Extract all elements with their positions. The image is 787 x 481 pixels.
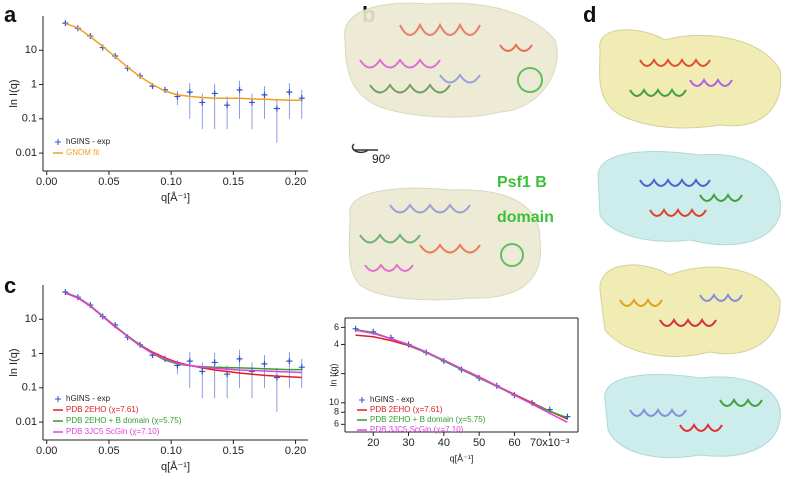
y-tick-label: 4 [334,339,339,349]
x-tick-label: 0.10 [160,445,181,457]
data-point [261,91,268,98]
legend-label: PDB 3JC5 ScGin (χ=7.10) [370,425,464,434]
data-point [199,99,206,106]
data-point [224,102,231,109]
x-tick-label: 30 [402,437,414,449]
legend-label: PDB 2EHO (χ=7.61) [66,405,139,414]
data-point [186,358,193,365]
y-tick-label: 10 [25,44,37,56]
y-axis-label: ln I(q) [8,79,20,107]
y-tick-label: 1 [31,347,37,359]
domain-label: domain [497,209,554,226]
molecule-view-top [344,2,558,118]
domain-label: Psf1 B [497,174,547,191]
legend-label: PDB 2EHO + B domain (χ=5.75) [370,415,486,424]
fit-line [65,292,302,374]
fit-line [65,22,302,101]
legend-label: hGINS - exp [370,395,415,404]
legend-label: PDB 2EHO (χ=7.61) [370,405,443,414]
x-tick-label: 50 [473,437,485,449]
legend-label: PDB 3JC5 ScGin (χ=7.10) [66,427,160,436]
x-tick-label: 20 [367,437,379,449]
x-tick-label: 70x10⁻³ [530,437,570,449]
data-point [236,86,243,93]
y-tick-label: 10 [329,397,339,407]
y-tick-label: 6 [334,322,339,332]
x-tick-label: 0.00 [36,445,57,457]
y-tick-label: 6 [334,419,339,429]
legend-marker [359,397,365,403]
data-point [286,89,293,96]
x-tick-label: 60 [508,437,520,449]
molecule-views-d [597,29,782,459]
legend-label: hGINS - exp [66,137,111,146]
x-axis-label: q[Å⁻¹] [450,453,474,463]
legend-marker [55,139,61,145]
legend-label: GNOM fit [66,148,100,157]
data-point [211,90,218,97]
data-point [286,358,293,365]
data-point [273,105,280,112]
data-point [62,289,69,296]
data-point [186,89,193,96]
x-tick-label: 0.00 [36,176,57,188]
x-tick-label: 0.10 [160,176,181,188]
x-tick-label: 0.20 [285,176,306,188]
x-tick-label: 0.20 [285,445,306,457]
fit-line [65,291,302,371]
data-point [236,355,243,362]
fit-line [355,329,568,423]
y-tick-label: 2 [334,368,339,378]
data-point [211,359,218,366]
panel-letter: a [4,2,17,27]
panel-letter: c [4,273,16,298]
legend-label: PDB 2EHO + B domain (χ=5.75) [66,416,182,425]
legend-marker [55,396,61,402]
x-tick-label: 0.05 [98,445,119,457]
y-tick-label: 8 [334,407,339,417]
rotation-arrow: 90º [351,143,390,166]
y-tick-label: 0.01 [16,416,37,428]
x-axis-label: q[Å⁻¹] [161,460,190,473]
molecule-view-side [348,187,542,301]
legend-label: hGINS - exp [66,394,111,403]
data-point [249,99,256,106]
y-tick-label: 10 [25,313,37,325]
data-point [62,20,69,27]
data-point [261,360,268,367]
y-tick-label: 1 [31,78,37,90]
x-tick-label: 0.05 [98,176,119,188]
y-tick-label: 0.1 [22,113,37,125]
x-tick-label: 40 [438,437,450,449]
y-tick-label: 0.1 [22,382,37,394]
x-tick-label: 0.15 [223,176,244,188]
x-tick-label: 0.15 [223,445,244,457]
y-axis-label: ln I(q) [328,363,338,386]
data-point [199,368,206,375]
y-tick-label: 0.01 [16,147,37,159]
panel-letter: d [583,2,596,27]
rotation-label: 90º [372,152,390,166]
x-axis-label: q[Å⁻¹] [161,191,190,204]
y-axis-label: ln I(q) [8,348,20,376]
